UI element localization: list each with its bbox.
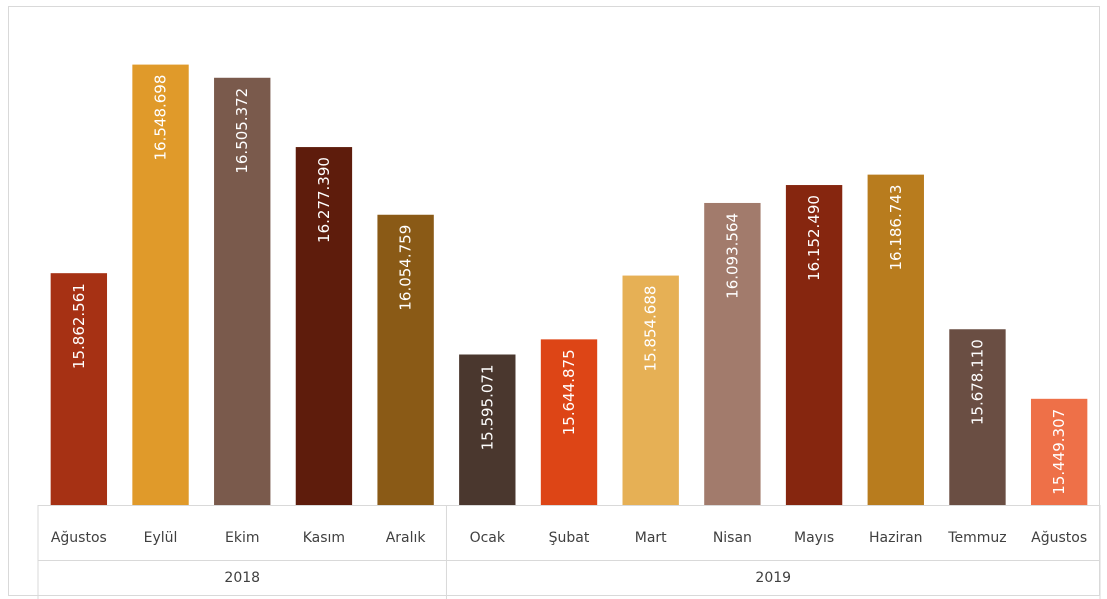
x-tick-label-1: Ağustos [51, 530, 107, 546]
bar-7 [540, 339, 598, 505]
bar-6 [459, 354, 516, 505]
x-tick-label-2: Eylül [144, 530, 178, 546]
x-tick-label-10: Mayıs [794, 530, 834, 546]
data-label-5: 16.054.759 [397, 225, 415, 311]
data-label-10: 16.152.490 [805, 195, 823, 281]
bar-11 [867, 174, 924, 505]
bar-3 [214, 77, 271, 506]
x-tick-label-4: Kasım [303, 530, 345, 546]
bar-8 [622, 275, 679, 505]
bar-9 [704, 202, 761, 505]
data-label-13: 15.449.307 [1050, 409, 1068, 495]
x-tick-label-3: Ekim [225, 530, 259, 546]
data-label-8: 15.854.688 [642, 286, 660, 372]
x-tick-label-8: Mart [635, 530, 667, 546]
bar-4 [295, 147, 353, 505]
bar-5 [377, 214, 434, 505]
data-label-9: 16.093.564 [723, 213, 741, 299]
data-label-1: 15.862.561 [70, 283, 88, 369]
x-tick-label-5: Aralık [386, 530, 427, 546]
bar-12 [949, 329, 1006, 505]
data-label-12: 15.678.110 [968, 339, 986, 425]
bar-13 [1030, 398, 1088, 505]
data-label-7: 15.644.875 [560, 349, 578, 435]
x-tick-label-13: Ağustos [1031, 530, 1087, 546]
data-label-4: 16.277.390 [315, 157, 333, 243]
bar-1 [50, 273, 108, 505]
data-label-6: 15.595.071 [478, 365, 496, 451]
data-label-2: 16.548.698 [152, 75, 170, 161]
data-label-11: 16.186.743 [887, 185, 905, 271]
x-tick-label-7: Şubat [549, 530, 590, 546]
x-tick-label-11: Haziran [869, 530, 923, 546]
data-label-3: 16.505.372 [233, 88, 251, 174]
x-tick-label-9: Nisan [713, 530, 752, 546]
bar-2 [132, 64, 189, 505]
bar-10 [785, 185, 843, 506]
group-label-2019: 2019 [755, 570, 791, 586]
x-tick-label-6: Ocak [470, 530, 506, 546]
group-label-2018: 2018 [224, 570, 260, 586]
chart-area [8, 6, 1100, 596]
x-tick-label-12: Temmuz [947, 530, 1006, 546]
